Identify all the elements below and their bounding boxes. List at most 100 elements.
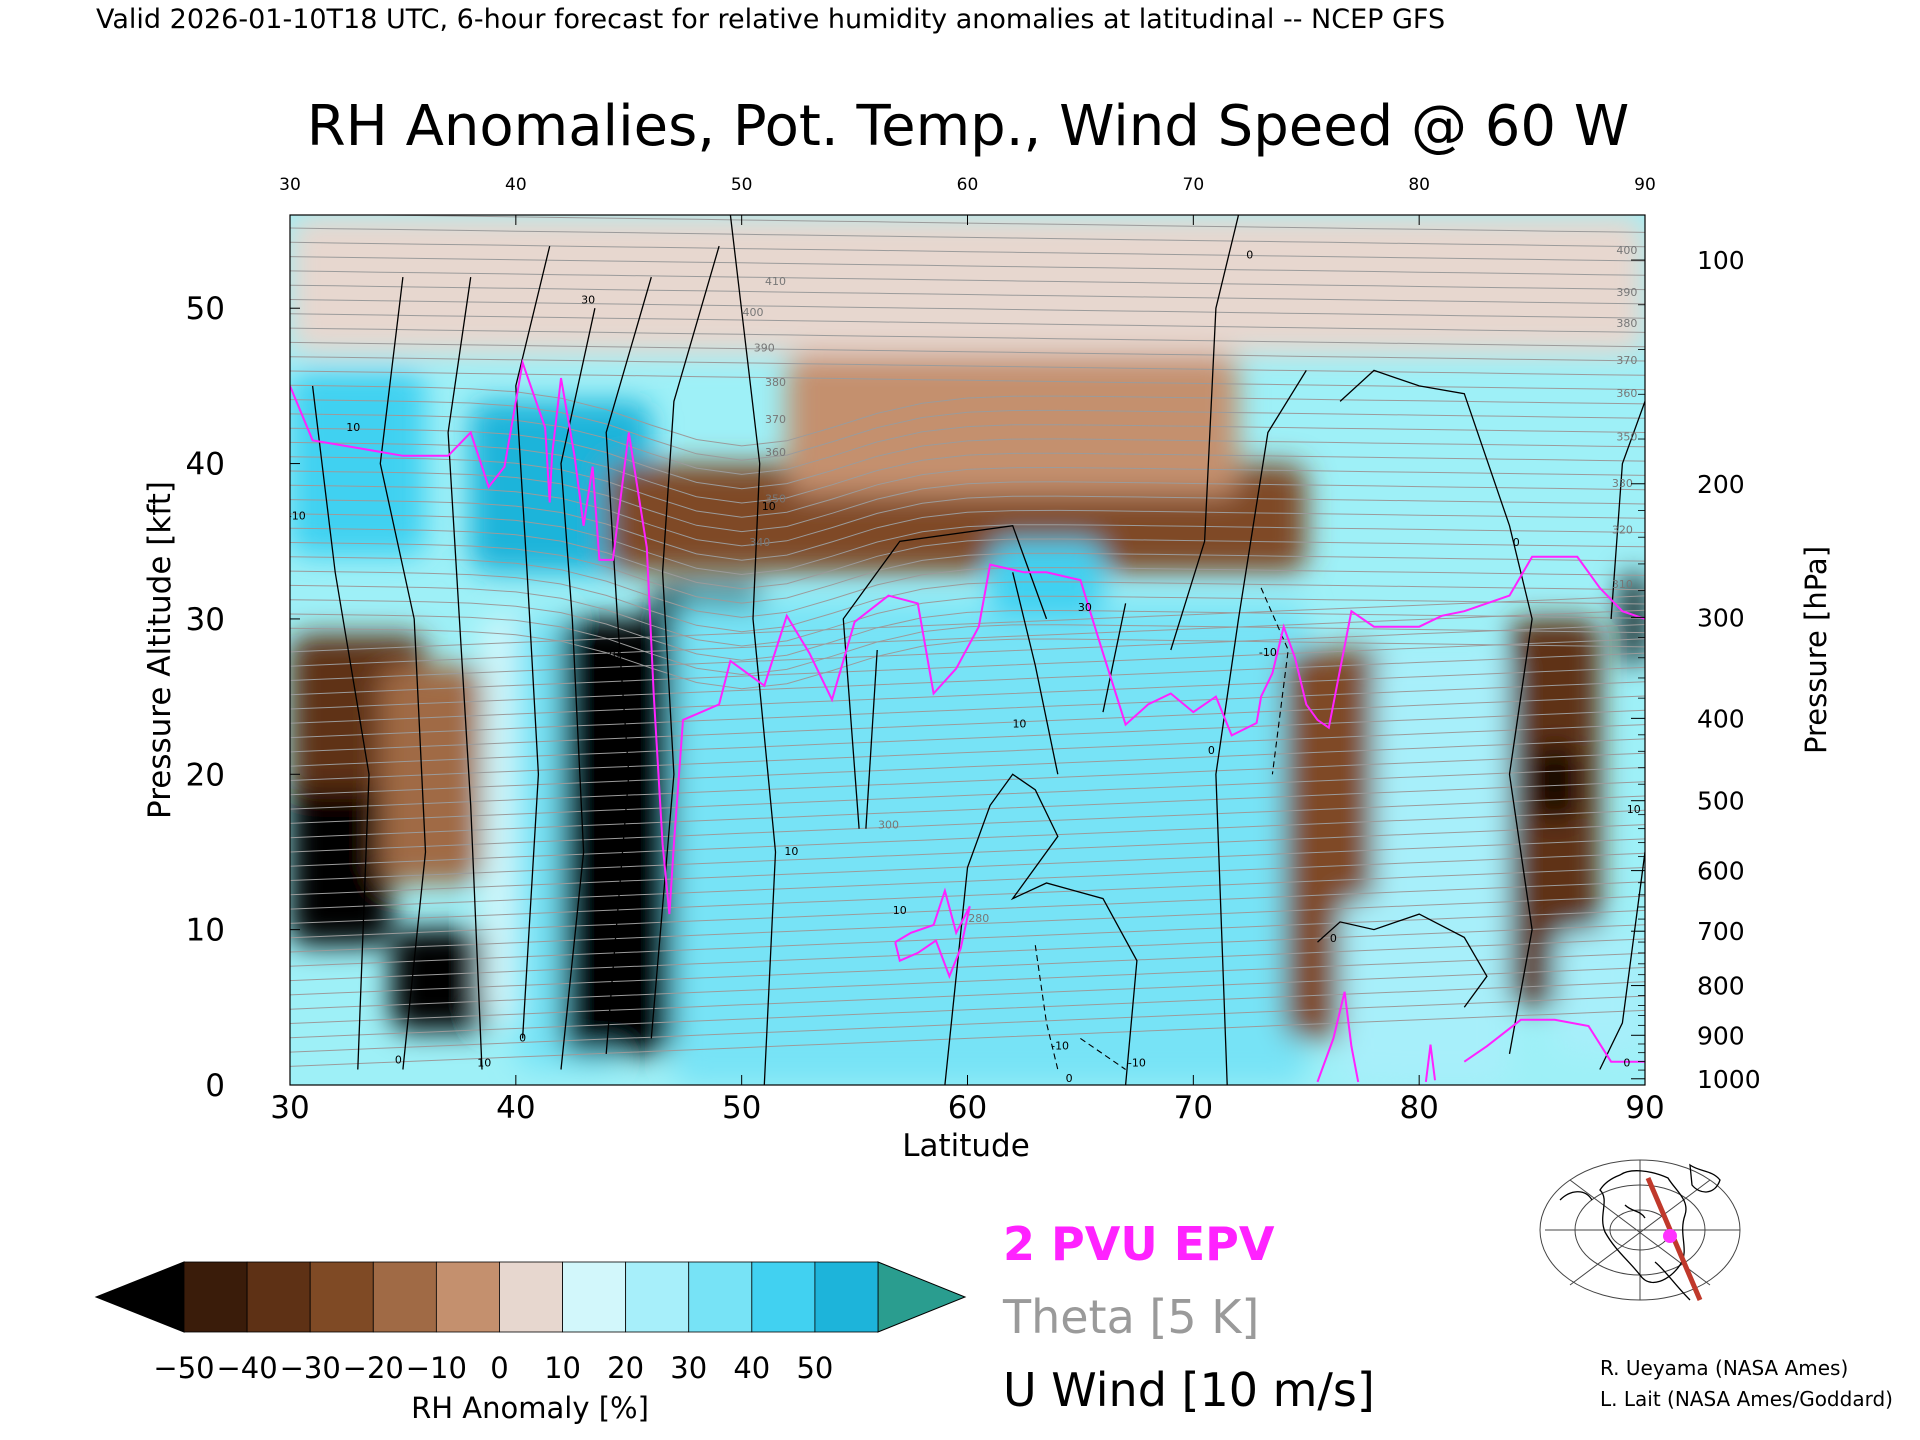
rh-region-7 — [290, 370, 426, 557]
wind-contour-label: 0 — [1066, 1072, 1073, 1085]
colorbar-label: RH Anomaly [%] — [411, 1391, 649, 1425]
theta-contour-line — [290, 666, 1645, 724]
theta-contour-line — [290, 313, 1645, 333]
theta-contour-line — [290, 441, 1645, 504]
colorbar-swatch — [814, 1261, 879, 1333]
wind-contour-line — [560, 308, 596, 1070]
theta-contour-line — [290, 470, 1645, 533]
colorbar-tick-label: −40 — [216, 1351, 277, 1385]
pressure-tick-label: 800 — [1697, 972, 1745, 1001]
legend-pv: 2 PVU EPV — [1003, 1217, 1275, 1271]
wind-contour-line — [1170, 215, 1240, 651]
wind-contour-line — [944, 773, 1138, 1085]
colorbar-swatch — [309, 1261, 374, 1333]
theta-contour-line — [290, 609, 1645, 667]
theta-contour-line — [290, 652, 1645, 710]
theta-contour-line — [290, 809, 1645, 867]
wind-contour-label: 0 — [1330, 932, 1337, 945]
theta-contour-line — [290, 709, 1645, 767]
theta-contour-line — [290, 613, 1645, 676]
theta-contour-label: 340 — [749, 536, 770, 549]
x-tick-label: 80 — [1399, 1090, 1438, 1126]
theta-contour-line — [290, 824, 1645, 881]
theta-contour-line — [290, 627, 1645, 690]
credit-line-1: R. Ueyama (NASA Ames) — [1600, 1356, 1848, 1380]
wind-contour-label: 10 — [1012, 718, 1026, 731]
theta-contour-line — [290, 938, 1645, 996]
theta-contour-line — [290, 241, 1645, 262]
theta-contour-line — [290, 556, 1645, 618]
pv-contour-line — [1424, 1044, 1436, 1083]
theta-contour-line — [290, 456, 1645, 518]
theta-contour-line — [290, 527, 1645, 590]
theta-contour-label: 360 — [765, 446, 786, 459]
theta-contour-label: 400 — [1616, 244, 1637, 257]
x-top-tick-label: 90 — [1634, 175, 1656, 195]
pressure-tick-label: 700 — [1697, 917, 1745, 946]
y-tick-label: 40 — [186, 447, 225, 483]
theta-contour-line — [290, 270, 1645, 291]
wind-contour-label: 0 — [395, 1053, 402, 1066]
theta-contour-line — [290, 795, 1645, 853]
theta-contour-line — [290, 595, 1645, 653]
theta-contour-line — [290, 738, 1645, 796]
wind-contour-label: 10 — [1627, 803, 1641, 816]
theta-contour-line — [290, 895, 1645, 953]
rh-region-13 — [673, 603, 1307, 1085]
theta-contour-line — [290, 599, 1645, 661]
wind-contour-line — [379, 277, 427, 1070]
pressure-tick-label: 900 — [1697, 1021, 1745, 1050]
chart-title: RH Anomalies, Pot. Temp., Wind Speed @ 6… — [307, 94, 1629, 159]
pv-contour-line — [1463, 1018, 1645, 1063]
y-axis-label-left: Pressure Altitude [kft] — [142, 481, 178, 819]
theta-contour-label: 390 — [1616, 286, 1637, 299]
wind-contour-label: 10 — [893, 904, 907, 917]
theta-contour-label: 400 — [742, 306, 763, 319]
theta-contour-line — [290, 484, 1645, 547]
colorbar-tick-label: 0 — [490, 1351, 508, 1385]
rh-region-12 — [290, 215, 1645, 355]
theta-contour-label: 380 — [1616, 317, 1637, 330]
pv-contour — [290, 358, 1645, 1083]
wind-contour-label: 0 — [519, 1032, 526, 1045]
wind-contour-line — [729, 215, 777, 1085]
wind-contour-negative — [1034, 945, 1059, 1070]
theta-contour-label: 310 — [1612, 578, 1633, 591]
theta-contour-line — [290, 867, 1645, 924]
rh-region-17 — [1374, 650, 1510, 1085]
x-tick-label: 90 — [1625, 1090, 1664, 1126]
wind-contour-label: -10 — [1128, 1056, 1146, 1069]
theta-contour-line — [290, 638, 1645, 696]
theta-contour-line — [290, 570, 1645, 633]
colorbar-swatch — [499, 1261, 563, 1333]
wind-contour-label: -10 — [1051, 1039, 1069, 1052]
theta-contour-line — [290, 499, 1645, 561]
y-tick-label: 20 — [186, 757, 225, 793]
wind-contour-label: 0 — [1623, 1056, 1630, 1069]
theta-contour-line — [290, 356, 1645, 376]
theta-contour-line — [290, 981, 1645, 1039]
colorbar-tick-label: 10 — [544, 1351, 581, 1385]
rh-region-6 — [561, 618, 674, 1054]
wind-contour-label: 30 — [1078, 601, 1092, 614]
wind-contour-label: 0 — [1513, 536, 1520, 549]
colorbar-swatch — [372, 1261, 437, 1333]
theta-contour-line — [290, 299, 1645, 319]
wind-contour-line — [1339, 369, 1533, 1055]
wind-contour-line — [1610, 401, 1645, 619]
rh-region-19 — [1532, 743, 1578, 821]
y-tick-label: 10 — [186, 913, 225, 949]
theta-contour-label: 380 — [765, 376, 786, 389]
theta-contour-line — [290, 781, 1645, 839]
theta-contour-line — [290, 341, 1645, 362]
colorbar-tick-label: 20 — [607, 1351, 644, 1385]
theta-contour-label: 330 — [1612, 477, 1633, 490]
colorbar-swatch — [751, 1261, 816, 1333]
wind-contour-label: 0 — [1246, 249, 1253, 262]
theta-contour-line — [290, 952, 1645, 1010]
theta-contour-label: 370 — [765, 413, 786, 426]
legend-wind: U Wind [10 m/s] — [1003, 1363, 1375, 1417]
colorbar-swatch — [688, 1261, 753, 1333]
pressure-tick-label: 400 — [1697, 704, 1745, 733]
wind-contour-line — [1317, 913, 1488, 1008]
